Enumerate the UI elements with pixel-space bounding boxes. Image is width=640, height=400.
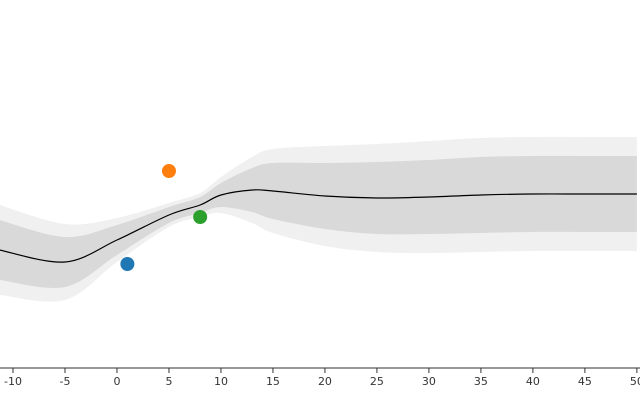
x-tick-label: 50 bbox=[630, 375, 640, 388]
x-tick-label: 30 bbox=[422, 375, 436, 388]
x-tick-label: 35 bbox=[474, 375, 488, 388]
x-tick-label: 40 bbox=[526, 375, 540, 388]
x-tick-label: 25 bbox=[370, 375, 384, 388]
confidence-band bbox=[0, 155, 637, 288]
mean-line bbox=[0, 189, 637, 263]
x-tick-label: 45 bbox=[578, 375, 592, 388]
x-tick-label: 15 bbox=[266, 375, 280, 388]
observation-point bbox=[120, 257, 135, 271]
x-tick-label: 20 bbox=[318, 375, 332, 388]
x-tick-label: 0 bbox=[113, 375, 120, 388]
x-tick-label: 5 bbox=[165, 375, 172, 388]
x-tick-label: -5 bbox=[60, 375, 71, 388]
x-tick-label: 10 bbox=[214, 375, 228, 388]
observation-point bbox=[161, 164, 176, 178]
x-tick-label: -10 bbox=[4, 375, 22, 388]
observation-point bbox=[193, 210, 208, 224]
